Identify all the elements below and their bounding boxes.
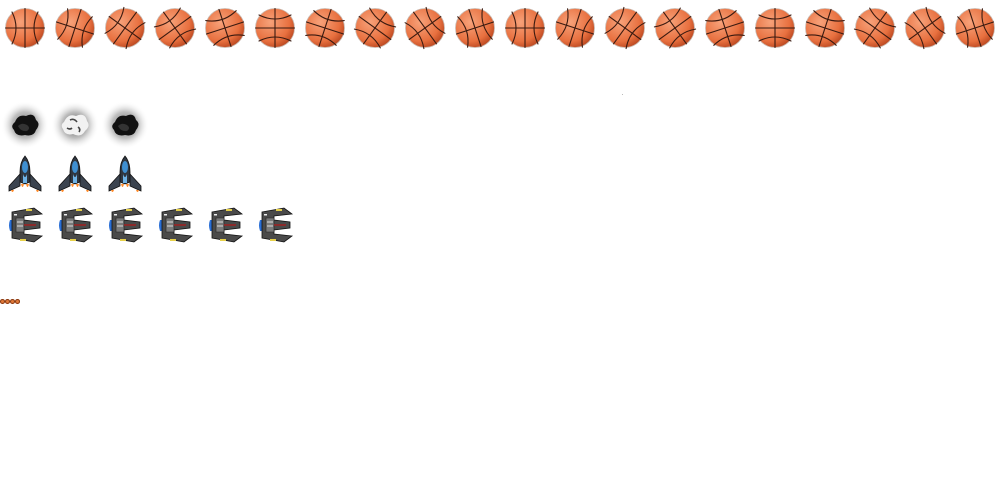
enemy-fighter-icon (250, 200, 300, 250)
basketball-icon (0, 3, 50, 53)
enemy-fighter-icon (100, 200, 150, 250)
enemy-fighter-icon (150, 200, 200, 250)
mini-basketball-icon (10, 299, 15, 304)
enemy-fighter-icon (200, 200, 250, 250)
basketball-icon (800, 3, 850, 53)
basketball-icon (350, 3, 400, 53)
rocket-ship-icon (0, 150, 50, 200)
basketball-icon (700, 3, 750, 53)
basketball-icon (600, 3, 650, 53)
basketball-icon (50, 3, 100, 53)
enemy-fighter-icon (0, 200, 50, 250)
smoke-cloud-icon (50, 100, 100, 150)
basketball-icon (900, 3, 950, 53)
mini-basketball-row (0, 299, 24, 305)
mini-basketball-icon (5, 299, 10, 304)
mini-basketball-icon (15, 299, 20, 304)
basketball-icon (150, 3, 200, 53)
rocket-ship-icon (50, 150, 100, 200)
smoke-cloud-icon (100, 100, 150, 150)
smoke-cloud-icon (0, 100, 50, 150)
enemy-fighter-icon (50, 200, 100, 250)
basketball-icon (650, 3, 700, 53)
basketball-icon (200, 3, 250, 53)
basketball-icon (750, 3, 800, 53)
basketball-icon (500, 3, 550, 53)
basketball-icon (450, 3, 500, 53)
rocket-ship-icon (100, 150, 150, 200)
basketball-icon (550, 3, 600, 53)
stray-pixel (622, 94, 623, 95)
basketball-icon (950, 3, 1000, 53)
mini-basketball-icon (0, 299, 5, 304)
basketball-icon (250, 3, 300, 53)
basketball-icon (100, 3, 150, 53)
basketball-icon (850, 3, 900, 53)
basketball-icon (300, 3, 350, 53)
basketball-icon (400, 3, 450, 53)
